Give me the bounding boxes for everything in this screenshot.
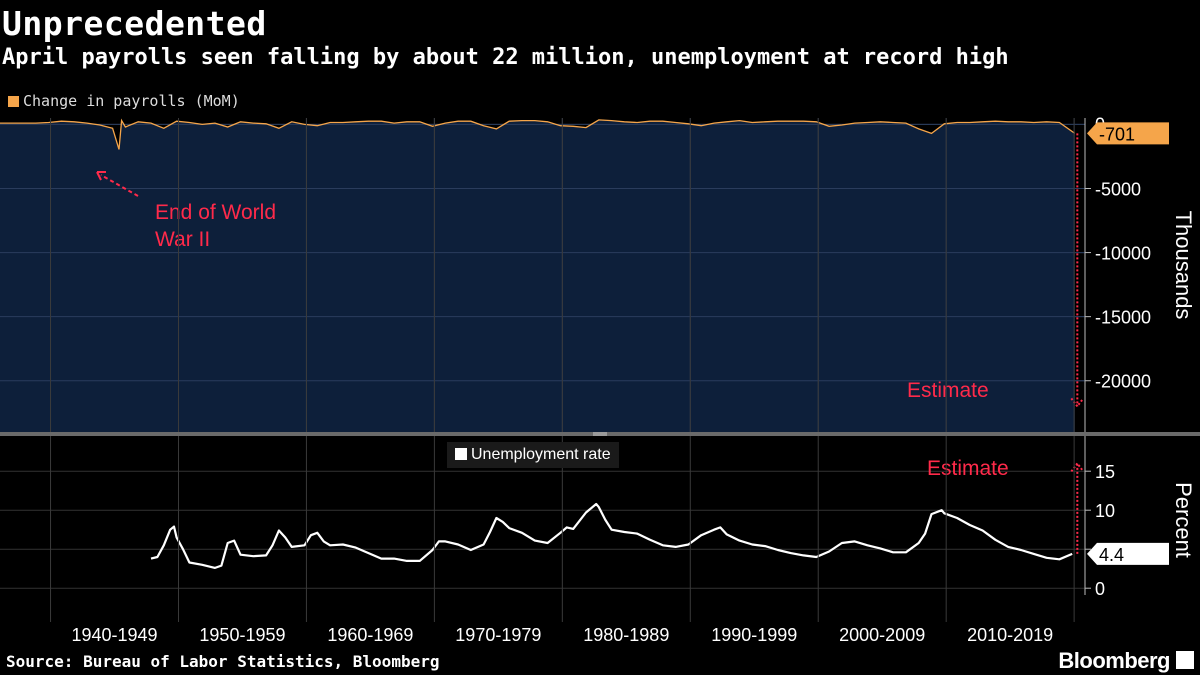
y-axis-title-bottom: Percent xyxy=(1171,482,1196,558)
annotation-estimate-top: Estimate xyxy=(907,379,989,402)
chart-subtitle: April payrolls seen falling by about 22 … xyxy=(2,45,1009,70)
y-tick-label-top--20000: -20000 xyxy=(1095,372,1151,392)
brand-logo: Bloomberg xyxy=(1058,648,1170,673)
annotation-wwii-line1: End of World xyxy=(155,201,276,224)
y-tick-label-top--5000: -5000 xyxy=(1095,179,1141,199)
x-tick-label-1980-1989: 1980-1989 xyxy=(583,625,669,645)
chart-title: Unprecedented xyxy=(2,4,267,43)
annotation-wwii-arrowhead xyxy=(96,171,106,181)
payrolls-last-value-label: -701 xyxy=(1099,124,1135,144)
x-tick-label-1960-1969: 1960-1969 xyxy=(327,625,413,645)
y-tick-label-top--15000: -15000 xyxy=(1095,308,1151,328)
x-tick-label-1950-1959: 1950-1959 xyxy=(199,625,285,645)
legend-label-unemployment: Unemployment rate xyxy=(471,446,611,463)
x-tick-label-2010-2019: 2010-2019 xyxy=(967,625,1053,645)
annotation-estimate-bottom: Estimate xyxy=(927,457,1009,480)
legend-unemployment: Unemployment rate xyxy=(447,442,619,468)
source-note: Source: Bureau of Labor Statistics, Bloo… xyxy=(6,652,440,671)
y-tick-label-bottom-15: 15 xyxy=(1095,462,1115,482)
annotation-wwii-line2: War II xyxy=(155,228,210,251)
x-tick-label-1970-1979: 1970-1979 xyxy=(455,625,541,645)
payrolls-line xyxy=(0,118,1076,150)
y-axis-title-top: Thousands xyxy=(1171,211,1196,320)
annotation-wwii-arrow xyxy=(100,174,139,197)
unemployment-line xyxy=(150,502,1073,569)
legend-swatch-unemployment xyxy=(455,448,467,460)
payrolls-last-value-box xyxy=(1087,122,1169,145)
legend-label-payrolls: Change in payrolls (MoM) xyxy=(23,92,240,110)
unemployment-last-value-label: 4.4 xyxy=(1099,545,1124,565)
panel-divider-handle xyxy=(593,432,607,436)
unemployment-last-value-box xyxy=(1087,542,1169,565)
x-tick-label-2000-2009: 2000-2009 xyxy=(839,625,925,645)
brand-icon xyxy=(1176,651,1194,669)
x-tick-label-1990-1999: 1990-1999 xyxy=(711,625,797,645)
legend-payrolls: Change in payrolls (MoM) xyxy=(8,92,240,110)
x-tick-label-1940-1949: 1940-1949 xyxy=(71,625,157,645)
y-tick-label-bottom-10: 10 xyxy=(1095,501,1115,521)
y-tick-label-bottom-0: 0 xyxy=(1095,579,1105,599)
x-axis: 1940-1949 1950-1959 1960-1969 1970-1979 1980… xyxy=(50,118,1075,645)
payrolls-area xyxy=(0,119,1075,433)
estimate-arrowhead-bottom xyxy=(1070,461,1085,472)
unemployment-panel: 0 10 15 4.4 Percent Estimate xyxy=(0,457,1196,599)
estimate-arrowhead-top xyxy=(1070,397,1085,409)
y-tick-label-top--10000: -10000 xyxy=(1095,244,1151,264)
payrolls-panel: -5000-10000-15000-200000-701ThousandsEnd… xyxy=(0,114,1196,433)
legend-swatch-payrolls xyxy=(8,96,19,107)
